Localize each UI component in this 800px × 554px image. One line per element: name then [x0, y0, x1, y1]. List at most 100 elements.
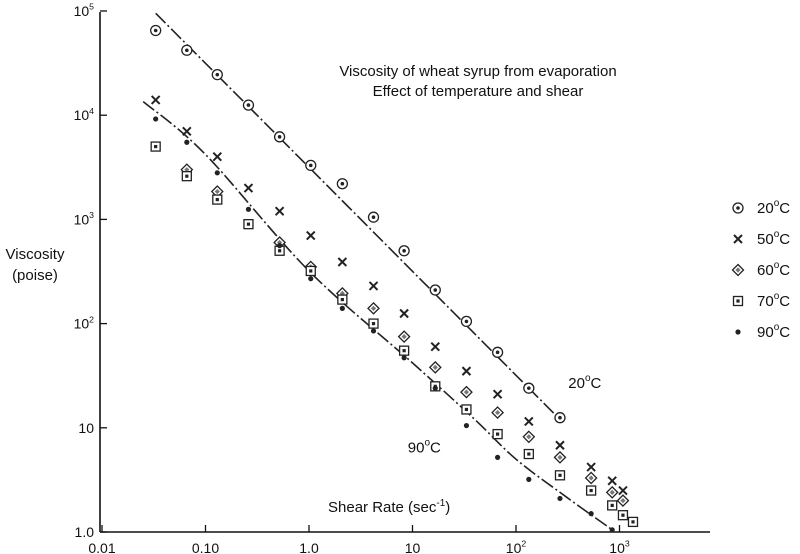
point-70-14	[585, 485, 597, 496]
legend-marker-90	[735, 329, 741, 335]
point-90-4	[277, 243, 283, 249]
point-90-11	[494, 454, 501, 460]
x-tick-label-4: 102	[506, 539, 527, 554]
x-tick-label-5-sup: 3	[625, 539, 630, 549]
point-20-7	[367, 211, 380, 223]
point-90-9	[432, 385, 438, 391]
point-70-7	[368, 318, 379, 329]
point-50-4	[274, 206, 285, 216]
y-tick-label-5-base: 10	[74, 3, 90, 19]
point-50-12	[524, 416, 534, 427]
point-50-3	[243, 183, 254, 193]
x-axis-label-text: Shear Rate (sec	[328, 499, 437, 516]
y-tick-label-3-sup: 3	[89, 210, 94, 220]
legend: 20oC 50oC 60oC 70oC 90oC	[731, 198, 790, 341]
point-50-5	[306, 230, 316, 241]
x-tick-label-4-base: 10	[506, 540, 522, 554]
y-tick-label-0-base: 1.0	[75, 524, 95, 540]
point-20-2	[211, 68, 223, 81]
x-tick-label-0-base: 0.01	[88, 540, 115, 554]
point-90-10	[463, 422, 470, 429]
legend-label-50: 50oC	[757, 229, 790, 248]
x-tick-label-5: 103	[609, 539, 630, 554]
fit-lines	[142, 12, 613, 531]
legend-marker-50	[733, 234, 743, 244]
point-60-13	[605, 485, 619, 499]
point-20-9	[429, 284, 441, 296]
point-70-8	[398, 345, 410, 356]
point-20-0	[150, 24, 162, 37]
chart-title: Viscosity of wheat syrup from evaporatio…	[339, 63, 616, 80]
legend-marker-20	[732, 202, 744, 214]
point-70-5	[305, 265, 316, 277]
point-50-2	[212, 151, 223, 162]
point-90-14	[588, 511, 594, 517]
x-axis-label-sup: -1	[436, 498, 445, 509]
y-tick-label-5: 105	[74, 2, 95, 19]
point-50-0	[150, 95, 161, 105]
point-20-11	[491, 346, 504, 358]
x-tick-label-5-base: 10	[609, 540, 625, 554]
x-tick-label-3-base: 10	[405, 540, 421, 554]
point-90-6	[339, 305, 345, 311]
point-70-1	[181, 171, 192, 182]
y-tick-label-4-sup: 4	[89, 106, 94, 116]
legend-label-60: 60oC	[757, 260, 790, 279]
point-50-8	[399, 308, 409, 319]
point-50-1	[182, 126, 192, 137]
point-70-12	[523, 448, 534, 460]
point-20-4	[273, 131, 286, 143]
point-90-15	[609, 527, 615, 533]
point-50-11	[492, 389, 503, 399]
point-90-8	[401, 355, 407, 361]
point-70-10	[461, 404, 472, 415]
point-70-11	[492, 428, 503, 440]
x-axis-label: Shear Rate (sec-1)	[328, 498, 450, 516]
point-60-11	[553, 450, 567, 464]
x-tick-label-1: 0.10	[192, 540, 219, 554]
point-20-6	[336, 178, 348, 190]
fit-line-20	[155, 12, 561, 421]
x-axis-label-close: )	[445, 499, 450, 516]
y-tick-label-5-sup: 5	[89, 2, 94, 12]
legend-marker-70	[732, 295, 744, 307]
point-50-14	[586, 462, 596, 472]
y-tick-label-1: 10	[78, 420, 94, 436]
point-60-9	[491, 406, 505, 419]
point-70-16	[617, 510, 629, 521]
y-tick-label-4-base: 10	[74, 107, 90, 123]
y-tick-label-3: 103	[74, 210, 95, 227]
x-tick-label-4-sup: 2	[521, 539, 526, 549]
point-60-5	[367, 301, 380, 315]
annotation-20: 20oC	[568, 373, 601, 392]
point-20-8	[398, 245, 410, 257]
point-70-6	[337, 294, 348, 305]
point-70-13	[554, 470, 566, 481]
point-20-13	[554, 412, 566, 424]
point-60-12	[584, 471, 598, 485]
point-50-13	[555, 440, 565, 450]
fit-line-90	[142, 100, 613, 531]
legend-label-20: 20oC	[757, 198, 790, 217]
point-60-7	[428, 360, 442, 374]
y-axis-unit: (poise)	[12, 267, 58, 284]
point-70-3	[243, 219, 254, 230]
legend-marker-60	[731, 263, 745, 277]
y-tick-label-2: 102	[74, 314, 95, 331]
point-20-10	[460, 315, 473, 328]
point-50-9	[430, 342, 440, 352]
point-20-5	[305, 159, 317, 172]
point-60-6	[397, 330, 411, 344]
point-50-10	[461, 366, 472, 376]
point-50-16	[618, 485, 628, 496]
point-50-15	[607, 476, 617, 486]
point-90-12	[526, 476, 532, 482]
x-tick-label-0: 0.01	[88, 540, 115, 554]
point-90-0	[153, 116, 159, 122]
point-60-10	[522, 430, 536, 444]
point-20-3	[242, 99, 255, 111]
x-tick-label-1-base: 0.10	[192, 540, 219, 554]
point-90-7	[370, 328, 377, 334]
point-20-12	[523, 382, 535, 394]
